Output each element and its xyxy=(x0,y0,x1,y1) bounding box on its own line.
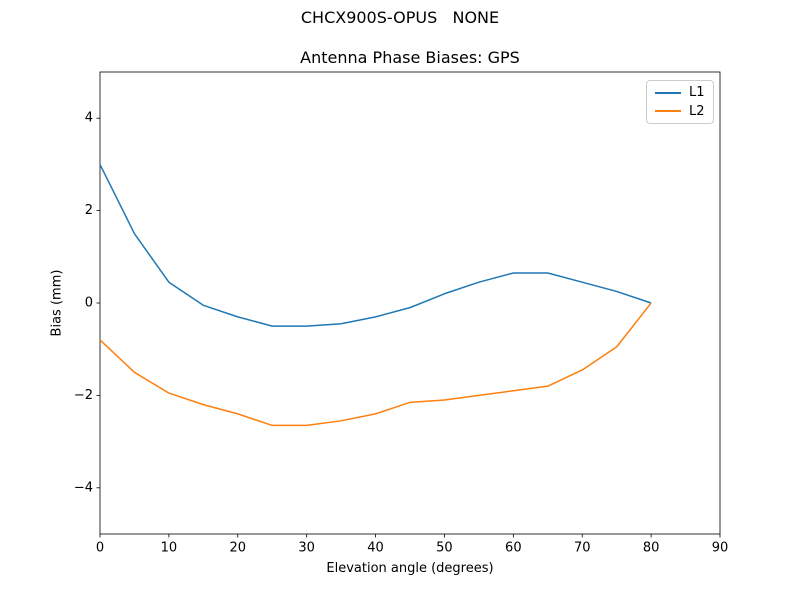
x-tick-label: 10 xyxy=(161,540,178,555)
x-tick-label: 60 xyxy=(505,540,522,555)
x-tick-label: 0 xyxy=(96,540,104,555)
y-tick-label: 0 xyxy=(85,296,93,311)
x-tick-label: 40 xyxy=(367,540,384,555)
x-tick-label: 80 xyxy=(643,540,660,555)
series-line-l1 xyxy=(99,164,652,327)
figure-suptitle: CHCX900S-OPUS NONE xyxy=(300,8,500,27)
y-axis-label: Bias (mm) xyxy=(49,269,65,337)
l1-line-swatch xyxy=(655,91,681,94)
legend-label-l2: L2 xyxy=(689,103,705,119)
legend-label-l1: L1 xyxy=(689,85,705,101)
x-tick-label: 50 xyxy=(436,540,453,555)
legend-entry-l1: L1 xyxy=(647,86,713,99)
series-line-l2 xyxy=(99,302,652,427)
legend-entry-l2: L2 xyxy=(647,105,713,118)
x-tick-label: 70 xyxy=(574,540,591,555)
legend: L1 L2 xyxy=(646,80,714,124)
x-tick-label: 20 xyxy=(230,540,247,555)
x-axis-label: Elevation angle (degrees) xyxy=(326,561,494,576)
y-tick-label: 2 xyxy=(85,203,93,218)
x-tick-label: 90 xyxy=(712,540,729,555)
axes-frame xyxy=(99,71,721,535)
y-tick-label: 4 xyxy=(85,111,93,126)
l2-line-swatch xyxy=(655,110,681,113)
y-tick-label: −2 xyxy=(74,388,93,403)
y-tick-label: −4 xyxy=(74,480,93,495)
chart-title: Antenna Phase Biases: GPS xyxy=(300,48,520,67)
x-tick-label: 30 xyxy=(298,540,315,555)
